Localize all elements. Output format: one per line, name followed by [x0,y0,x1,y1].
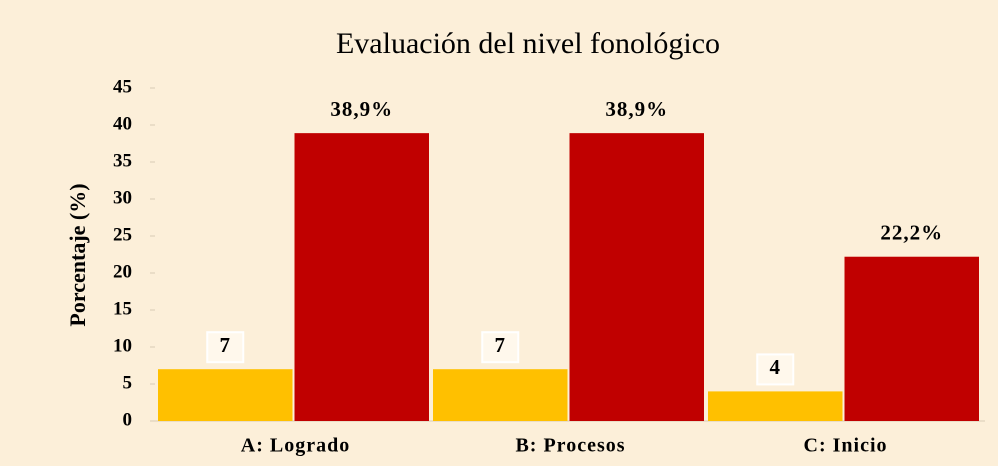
y-tick-label: 0 [123,409,133,430]
data-label: 38,9% [605,97,668,121]
data-label-box [481,331,520,364]
y-tick-label: 45 [113,76,132,97]
y-tick-label: 20 [113,261,132,282]
bar [433,369,568,421]
data-label: 7 [220,333,232,357]
bar [294,133,429,421]
y-tick-label: 5 [123,372,133,393]
y-tick-label: 40 [113,113,132,134]
y-axis-label: Porcentaje (%) [65,183,90,326]
x-tick-label: C: Inicio [804,435,888,457]
data-label: 4 [770,355,782,379]
y-tick-label: 30 [113,187,132,208]
chart-title: Evaluación del nivel fonológico [336,27,720,60]
y-tick-label: 25 [113,224,132,245]
data-label-box [206,331,245,364]
x-tick-label: B: Procesos [515,435,625,457]
data-label: 38,9% [330,97,393,121]
bar [708,391,843,421]
data-label-box [756,353,795,386]
y-tick-label: 15 [113,298,132,319]
bar [569,133,704,421]
x-tick-label: A: Logrado [241,435,350,457]
bar [158,369,293,421]
bar [844,256,979,421]
y-tick-label: 35 [113,150,132,171]
data-label: 7 [495,333,507,357]
y-tick-label: 10 [113,335,132,356]
data-label: 22,2% [880,221,943,245]
